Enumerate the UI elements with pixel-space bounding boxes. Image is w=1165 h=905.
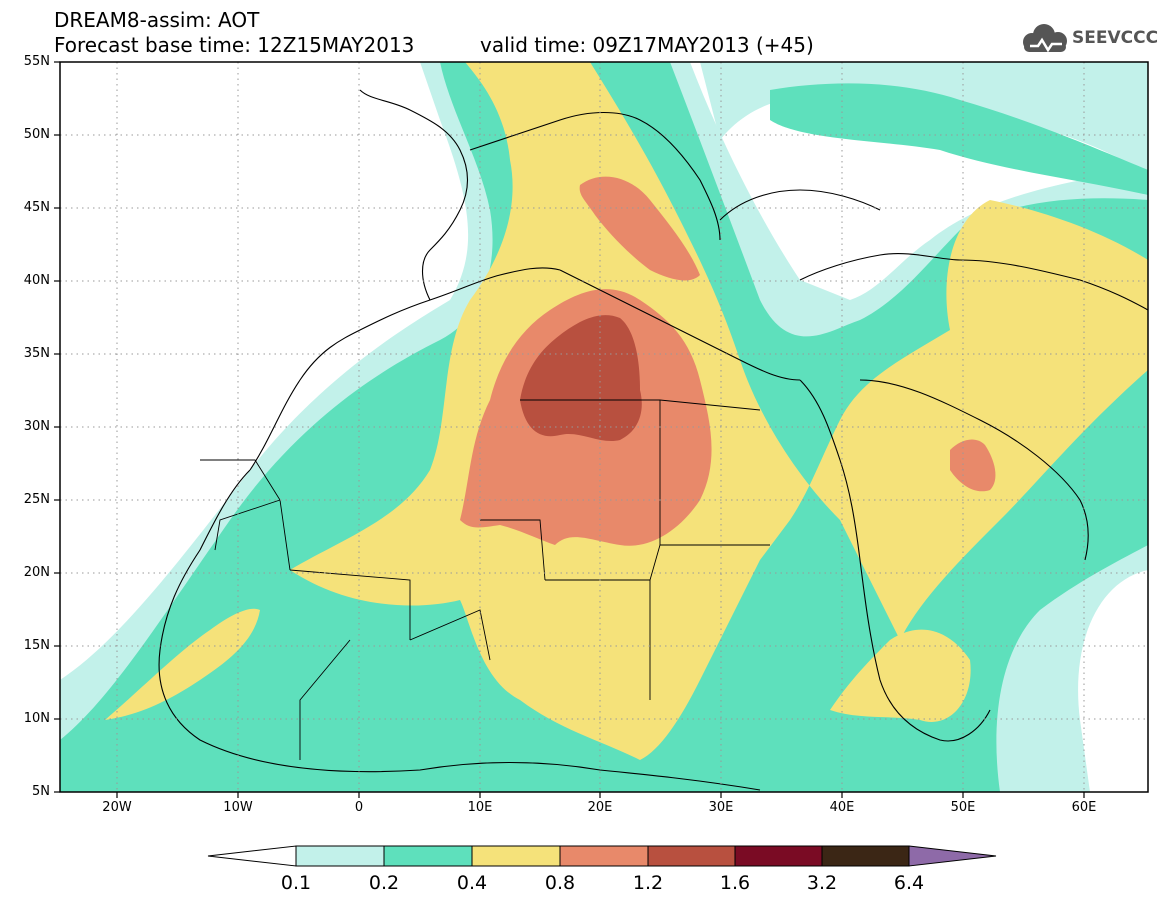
colorbar-swatch-1.6 <box>734 845 823 867</box>
header-valid-time: valid time: 09Z17MAY2013 (+45) <box>480 33 814 57</box>
colorbar-swatch-0.4 <box>471 845 561 867</box>
colorbar-swatch-1.2 <box>647 845 736 867</box>
colorbar-label-3.2: 3.2 <box>806 872 838 894</box>
colorbar-label-0.8: 0.8 <box>544 872 576 894</box>
lat-label-5n: 5N <box>32 784 50 799</box>
lon-label-20e: 20E <box>587 800 613 815</box>
lon-label-30e: 30E <box>708 800 734 815</box>
lat-label-35n: 35N <box>23 346 50 361</box>
colorbar-label-0.2: 0.2 <box>368 872 400 894</box>
colorbar-label-0.1: 0.1 <box>280 872 312 894</box>
colorbar-label-1.2: 1.2 <box>632 872 664 894</box>
colorbar-label-1.6: 1.6 <box>719 872 751 894</box>
lon-label-60e: 60E <box>1071 800 1097 815</box>
lat-label-25n: 25N <box>23 492 50 507</box>
lon-label-0: 0 <box>354 800 364 815</box>
lon-label-20w: 20W <box>102 800 132 815</box>
aot-contour-0.4-west <box>105 608 260 720</box>
aot-contour-0.8-north <box>579 176 700 281</box>
aot-contour-1.2 <box>520 315 642 442</box>
lat-label-10n: 10N <box>23 711 50 726</box>
header-line1: DREAM8-assim: AOT <box>54 8 260 32</box>
colorbar-swatch-0.8 <box>559 845 649 867</box>
lat-label-20n: 20N <box>23 565 50 580</box>
lat-label-50n: 50N <box>23 127 50 142</box>
lat-label-55n: 55N <box>23 54 50 69</box>
colorbar-swatch-0.1 <box>295 845 385 867</box>
colorbar-swatch-0.2 <box>383 845 473 867</box>
lat-label-40n: 40N <box>23 273 50 288</box>
aot-contour-0.2-east <box>770 83 1148 195</box>
lat-label-30n: 30N <box>23 419 50 434</box>
header-base-time: Forecast base time: 12Z15MAY2013 <box>54 33 415 57</box>
aot-contour-0.4 <box>290 62 1148 760</box>
colorbar <box>207 845 997 867</box>
colorbar-arrow-high <box>908 845 997 867</box>
lon-label-40e: 40E <box>829 800 855 815</box>
colorbar-label-0.4: 0.4 <box>456 872 488 894</box>
lon-label-10e: 10E <box>467 800 493 815</box>
lat-label-15n: 15N <box>23 638 50 653</box>
colorbar-arrow-low <box>207 845 297 867</box>
cloud-icon <box>1023 24 1067 53</box>
lon-label-50e: 50E <box>950 800 976 815</box>
colorbar-label-6.4: 6.4 <box>893 872 925 894</box>
aot-contour-0.4-horn <box>830 629 971 722</box>
logo-text: SEEVCCC <box>1072 28 1159 48</box>
colorbar-swatch-3.2 <box>821 845 910 867</box>
lon-label-10w: 10W <box>223 800 253 815</box>
aot-contour-0.8-gulf <box>950 439 996 492</box>
lat-label-45n: 45N <box>23 200 50 215</box>
